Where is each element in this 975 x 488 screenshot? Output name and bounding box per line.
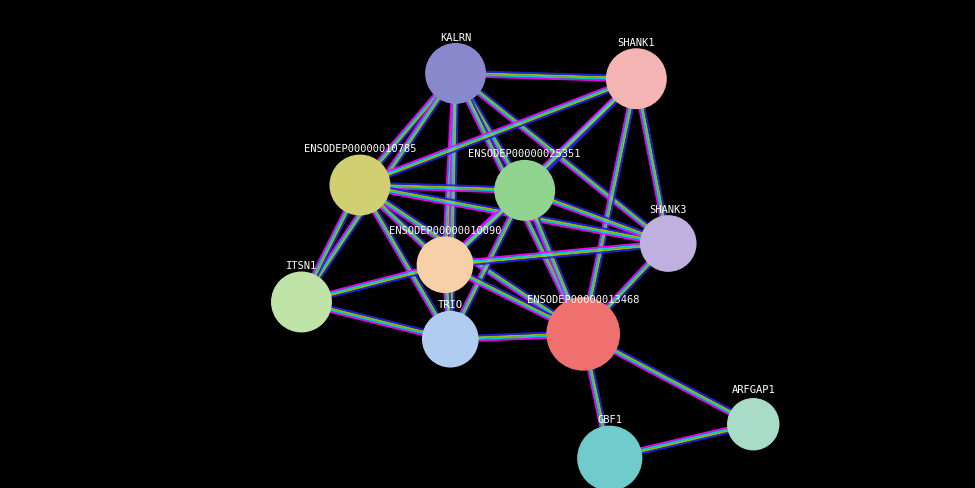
Circle shape bbox=[547, 298, 619, 370]
Text: ENSODEP00000025351: ENSODEP00000025351 bbox=[468, 149, 581, 159]
Text: TRIO: TRIO bbox=[438, 300, 463, 310]
Circle shape bbox=[727, 399, 779, 450]
Text: ENSODEP00000010785: ENSODEP00000010785 bbox=[303, 144, 416, 154]
Circle shape bbox=[422, 312, 478, 367]
Text: ARFGAP1: ARFGAP1 bbox=[731, 385, 775, 395]
Circle shape bbox=[426, 44, 486, 104]
Circle shape bbox=[272, 273, 332, 332]
Text: ENSODEP00000010090: ENSODEP00000010090 bbox=[389, 225, 501, 236]
Circle shape bbox=[495, 161, 555, 221]
Text: GBF1: GBF1 bbox=[598, 414, 622, 425]
Circle shape bbox=[641, 216, 696, 272]
Circle shape bbox=[606, 50, 666, 109]
Text: ENSODEP00000013468: ENSODEP00000013468 bbox=[526, 294, 640, 305]
Text: SHANK3: SHANK3 bbox=[649, 204, 687, 214]
Circle shape bbox=[578, 427, 642, 488]
Text: ITSN1: ITSN1 bbox=[286, 261, 317, 270]
Circle shape bbox=[417, 238, 473, 293]
Circle shape bbox=[331, 156, 390, 215]
Text: KALRN: KALRN bbox=[440, 33, 471, 42]
Text: SHANK1: SHANK1 bbox=[617, 38, 655, 48]
